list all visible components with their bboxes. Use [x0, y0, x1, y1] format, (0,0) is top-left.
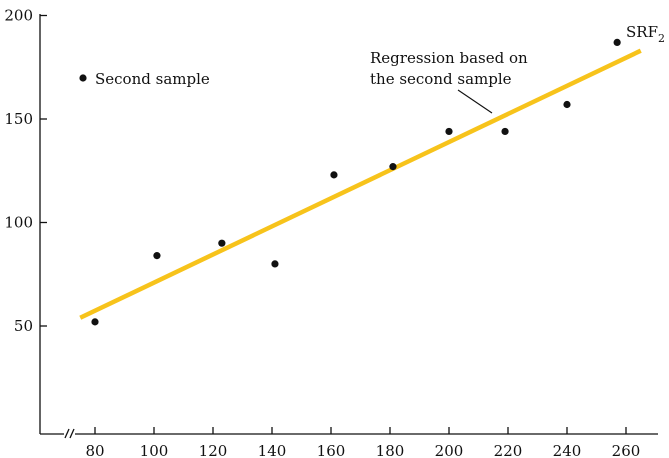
annotation-leader — [458, 90, 492, 113]
data-point-6 — [389, 163, 396, 170]
x-tick-label-140: 140 — [258, 442, 287, 458]
data-point-2 — [153, 252, 160, 259]
data-point-5 — [330, 171, 337, 178]
legend: Second sample — [79, 70, 209, 88]
x-tick-label-260: 260 — [612, 442, 641, 458]
x-tick-label-100: 100 — [140, 442, 169, 458]
annotation-line-1: Regression based on — [370, 49, 528, 67]
y-tick-label-200: 200 — [4, 7, 33, 25]
regression-line — [80, 51, 641, 318]
legend-label: Second sample — [95, 70, 210, 88]
data-point-1 — [91, 318, 98, 325]
data-point-4 — [271, 260, 278, 267]
x-tick-label-80: 80 — [85, 442, 104, 458]
srf-label-subscript: 2 — [658, 32, 665, 45]
srf-label-base: SRF — [626, 23, 658, 41]
y-axis: 50 100 150 200 — [4, 7, 47, 435]
data-point-8 — [501, 128, 508, 135]
x-tick-label-160: 160 — [317, 442, 346, 458]
data-point-9 — [563, 101, 570, 108]
data-point-10 — [614, 39, 621, 46]
x-tick-label-180: 180 — [376, 442, 405, 458]
y-tick-label-150: 150 — [4, 110, 33, 128]
data-point-3 — [218, 240, 225, 247]
x-tick-label-120: 120 — [199, 442, 228, 458]
x-tick-label-220: 220 — [494, 442, 523, 458]
regression-annotation: Regression based on the second sample — [370, 49, 528, 113]
x-axis: 80 100 120 140 160 180 200 220 240 260 — [40, 427, 658, 458]
x-ticks: 80 100 120 140 160 180 200 220 240 260 — [85, 427, 640, 458]
y-tick-label-100: 100 — [4, 214, 33, 232]
srf-label: SRF2 — [626, 23, 665, 45]
x-axis-break-mark — [65, 429, 74, 438]
data-point-7 — [445, 128, 452, 135]
annotation-line-2: the second sample — [370, 70, 512, 88]
x-tick-label-240: 240 — [553, 442, 582, 458]
y-tick-label-50: 50 — [14, 317, 33, 335]
x-tick-label-200: 200 — [435, 442, 464, 458]
legend-marker — [79, 74, 86, 81]
